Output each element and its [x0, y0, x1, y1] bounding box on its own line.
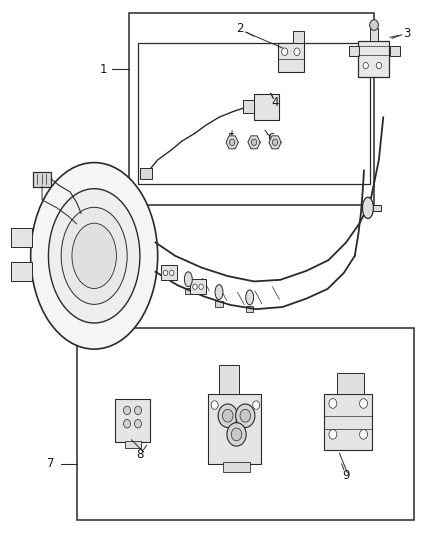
Text: 4: 4	[271, 96, 279, 109]
Ellipse shape	[215, 285, 223, 300]
Circle shape	[134, 406, 141, 415]
Circle shape	[360, 430, 367, 439]
Circle shape	[134, 419, 141, 428]
Bar	[115, 399, 150, 442]
Text: 2: 2	[236, 22, 244, 35]
Circle shape	[376, 62, 381, 69]
Bar	[129, 13, 374, 205]
Text: 9: 9	[342, 469, 350, 482]
Ellipse shape	[49, 189, 140, 323]
Bar	[33, 172, 51, 187]
Ellipse shape	[184, 272, 192, 287]
Bar	[349, 46, 359, 56]
Polygon shape	[248, 136, 260, 149]
Circle shape	[251, 139, 257, 146]
Ellipse shape	[362, 197, 373, 219]
Text: 5: 5	[228, 132, 235, 145]
Polygon shape	[226, 136, 238, 149]
Circle shape	[240, 409, 251, 422]
Circle shape	[253, 401, 260, 409]
Circle shape	[211, 401, 218, 409]
Text: 1: 1	[99, 63, 107, 76]
Bar	[223, 462, 250, 472]
Bar	[278, 43, 304, 72]
Circle shape	[230, 139, 235, 146]
Ellipse shape	[246, 290, 254, 305]
Bar	[190, 279, 206, 294]
Bar	[77, 328, 414, 520]
Bar	[243, 100, 254, 113]
Bar	[140, 168, 152, 179]
Circle shape	[329, 399, 337, 408]
Bar	[11, 228, 32, 247]
Bar	[215, 301, 223, 307]
Bar	[219, 365, 239, 394]
Bar	[161, 265, 177, 280]
Circle shape	[236, 404, 255, 427]
Ellipse shape	[31, 163, 158, 349]
Bar	[358, 41, 389, 77]
Text: 3: 3	[404, 27, 411, 40]
Bar	[370, 28, 378, 41]
Circle shape	[360, 399, 367, 408]
Circle shape	[218, 404, 237, 427]
Bar	[138, 43, 370, 184]
Bar	[185, 288, 192, 294]
Circle shape	[363, 62, 368, 69]
Polygon shape	[269, 136, 281, 149]
Bar	[125, 441, 141, 448]
Bar	[337, 373, 364, 394]
Circle shape	[231, 428, 242, 441]
Text: 7: 7	[46, 457, 54, 470]
Circle shape	[329, 430, 337, 439]
Circle shape	[282, 48, 288, 55]
Bar	[293, 31, 304, 43]
Ellipse shape	[61, 207, 127, 304]
Circle shape	[294, 48, 300, 55]
Circle shape	[124, 419, 131, 428]
Text: 6: 6	[267, 132, 275, 145]
Circle shape	[272, 139, 278, 146]
Circle shape	[223, 409, 233, 422]
Bar	[246, 306, 253, 312]
Circle shape	[124, 406, 131, 415]
Bar	[254, 94, 279, 120]
Ellipse shape	[72, 223, 117, 288]
Bar	[208, 394, 261, 464]
Circle shape	[227, 423, 246, 446]
Bar	[324, 394, 372, 450]
Bar	[390, 46, 400, 56]
Circle shape	[370, 20, 378, 30]
Bar	[372, 205, 381, 211]
Bar	[11, 262, 32, 281]
Circle shape	[193, 284, 197, 289]
Circle shape	[199, 284, 203, 289]
Circle shape	[163, 270, 168, 276]
Text: 8: 8	[137, 448, 144, 461]
Circle shape	[170, 270, 174, 276]
